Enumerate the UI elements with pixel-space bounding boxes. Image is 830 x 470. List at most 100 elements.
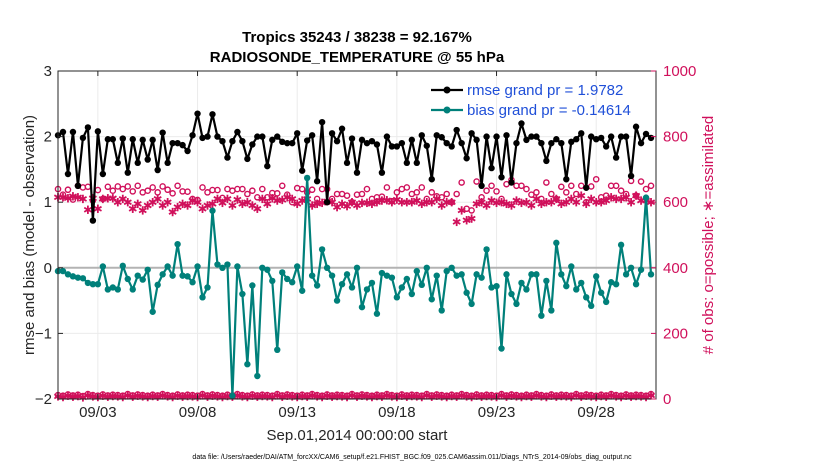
rmse-point (617, 133, 625, 140)
bias-point (543, 277, 550, 285)
rmse-point (174, 139, 181, 147)
obs-assimilated-point (572, 198, 581, 207)
bias-point (353, 264, 361, 271)
bias-point (597, 289, 605, 296)
obs-assimilated-point (168, 207, 177, 217)
bias-point (264, 266, 271, 273)
obs-assimilated-point (582, 199, 591, 209)
obs-possible-point (483, 187, 490, 195)
x-axis-label: Sep.01,2014 00:00:00 start (267, 427, 449, 444)
bias-point (79, 275, 87, 282)
obs-assimilated-point (93, 204, 102, 213)
bias-point (358, 303, 366, 311)
rmse-point (388, 143, 396, 150)
obs-assimilated-point (83, 205, 92, 214)
rmse-point (647, 134, 655, 142)
bias-point (493, 282, 500, 290)
obs-assimilated-point (108, 194, 117, 203)
rmse-point (269, 136, 276, 144)
rmse-point (463, 155, 470, 162)
x-tick-label: 09/28 (577, 404, 615, 421)
rmse-point (134, 159, 141, 167)
rmse-point (353, 169, 361, 176)
rmse-point (139, 136, 146, 144)
obs-assimilated-point (537, 199, 546, 209)
rmse-point (637, 139, 645, 147)
rmse-point (528, 133, 535, 140)
rmse-point (308, 132, 316, 139)
rmse-point (523, 136, 530, 144)
rmse-point (588, 133, 595, 140)
bias-point (214, 261, 221, 268)
rmse-point (179, 141, 186, 149)
bias-point (558, 271, 565, 278)
legend-rmse-label: rmse grand pr = 1.9782 (467, 82, 623, 99)
obs-assimilated-point (138, 206, 147, 215)
rmse-point (169, 139, 176, 147)
obs-assimilated-point (502, 199, 511, 209)
bias-point (463, 289, 470, 296)
obs-assimilated-point (228, 201, 237, 210)
rmse-point (313, 178, 321, 185)
rmse-point (597, 134, 605, 142)
y-tick-label-right: 200 (663, 325, 688, 342)
rmse-point (413, 159, 420, 167)
obs-possible-point (119, 185, 127, 193)
obs-assimilated-point (597, 198, 606, 207)
rmse-point (64, 170, 72, 178)
obs-assimilated-point (238, 199, 247, 209)
obs-possible-point (308, 186, 316, 194)
rmse-point (274, 133, 281, 140)
obs-assimilated-point (367, 199, 377, 209)
obs-possible-point (204, 189, 211, 196)
bias-point (413, 267, 420, 275)
bias-point (433, 272, 440, 279)
obs-possible-point (488, 182, 495, 190)
obs-possible-point (393, 189, 401, 196)
bias-point (573, 286, 580, 293)
obs-possible-point (647, 182, 655, 190)
bias-point (269, 277, 276, 285)
obs-possible-point (244, 190, 251, 198)
obs-possible-point (298, 185, 306, 193)
rmse-point (294, 130, 301, 137)
obs-possible-point (114, 183, 122, 190)
bias-point (588, 302, 595, 310)
y-axis-left-label: rmse and bias (model - observation) (21, 115, 38, 355)
rmse-point (159, 129, 166, 136)
rmse-point (418, 132, 425, 139)
bias-layer (54, 174, 655, 399)
obs-possible-point (169, 190, 176, 197)
bias-point (373, 310, 381, 317)
bias-point (333, 297, 341, 304)
rmse-point (632, 123, 640, 130)
rmse-point (234, 128, 241, 136)
obs-assimilated-point (183, 201, 192, 210)
obs-possible-point (468, 207, 475, 214)
bias-point (498, 345, 505, 352)
bias-point (318, 246, 326, 253)
rmse-point (279, 138, 286, 146)
obs-assimilated-point (372, 198, 382, 207)
rmse-point (563, 176, 570, 183)
y-tick-label-right: 600 (663, 194, 688, 211)
rmse-point (284, 139, 291, 147)
obs-possible-point (343, 192, 351, 199)
rmse-point (373, 141, 381, 148)
bias-point (99, 263, 107, 270)
obs-assimilated-point (577, 191, 586, 200)
bias-point (294, 263, 301, 270)
bias-point (602, 298, 610, 306)
obs-possible-point (174, 182, 181, 190)
rmse-point (513, 139, 520, 147)
bias-point (438, 307, 445, 314)
rmse-point (254, 133, 261, 140)
legend: rmse grand pr = 1.9782 bias grand pr = -… (431, 82, 631, 119)
bias-point (244, 361, 251, 368)
obs-assimilated-point (552, 194, 561, 204)
obs-assimilated-point (622, 193, 631, 202)
bias-point (139, 276, 146, 283)
y-tick-label-right: 800 (663, 129, 688, 146)
obs-layer (53, 175, 656, 402)
rmse-point (573, 136, 580, 143)
